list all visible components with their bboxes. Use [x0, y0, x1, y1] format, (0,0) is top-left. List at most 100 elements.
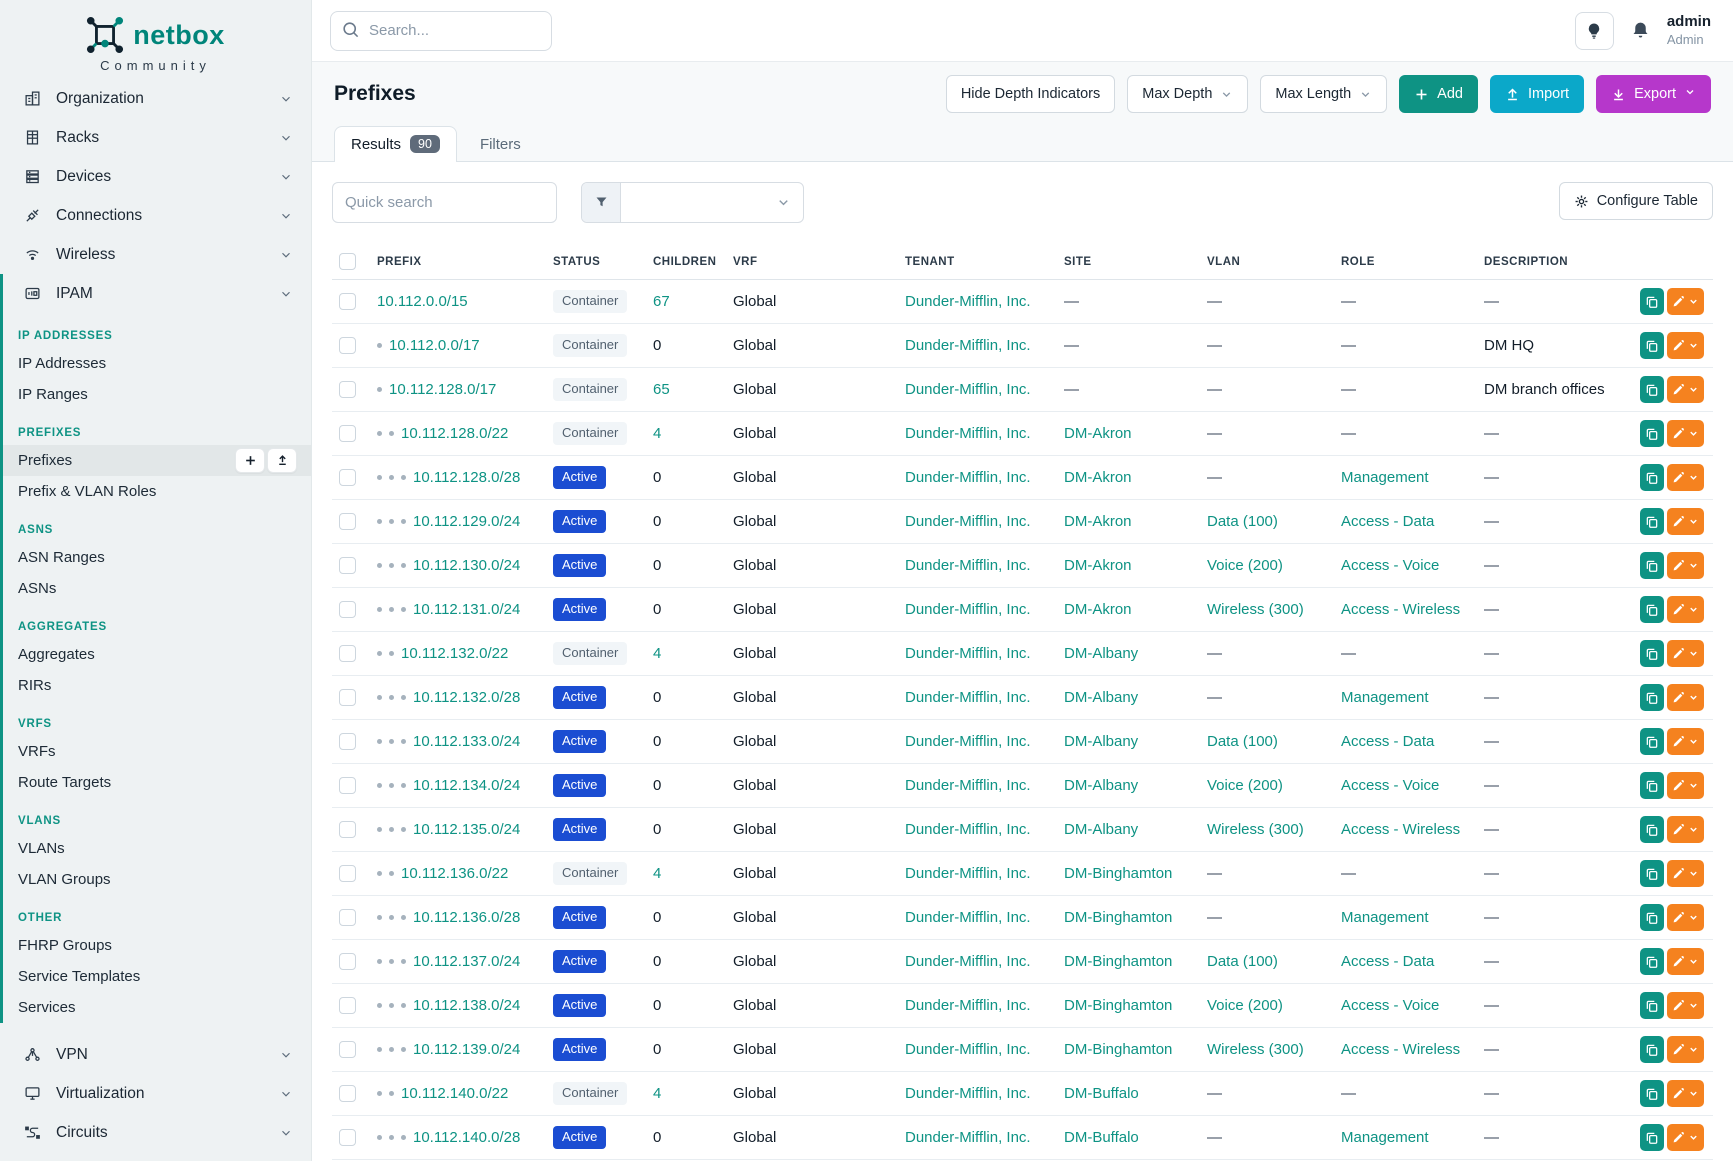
configure-table-button[interactable]: Configure Table: [1559, 182, 1713, 220]
row-checkbox[interactable]: [339, 381, 356, 398]
vlan-link[interactable]: Voice (200): [1207, 777, 1283, 794]
site-link[interactable]: DM-Albany: [1064, 689, 1138, 706]
saved-filter-select[interactable]: [621, 183, 803, 222]
edit-prefix-button[interactable]: [1667, 1036, 1704, 1063]
tenant-link[interactable]: Dunder-Mifflin, Inc.: [905, 337, 1031, 354]
global-search-input[interactable]: [330, 11, 552, 51]
edit-prefix-button[interactable]: [1667, 1124, 1704, 1151]
vlan-link[interactable]: Data (100): [1207, 953, 1278, 970]
prefix-link[interactable]: 10.112.128.0/17: [389, 381, 496, 398]
column-header-prefix[interactable]: PREFIX: [370, 244, 546, 280]
edit-prefix-button[interactable]: [1667, 992, 1704, 1019]
row-checkbox[interactable]: [339, 557, 356, 574]
export-dropdown[interactable]: Export: [1596, 75, 1711, 113]
copy-prefix-button[interactable]: [1640, 1080, 1664, 1107]
theme-toggle-button[interactable]: [1575, 12, 1614, 50]
column-header-vlan[interactable]: VLAN: [1200, 244, 1334, 280]
site-link[interactable]: DM-Akron: [1064, 557, 1132, 574]
sidebar-item-organization[interactable]: Organization: [0, 79, 311, 118]
sidebar-item-connections[interactable]: Connections: [0, 196, 311, 235]
sidebar-item-virtualization[interactable]: Virtualization: [0, 1074, 311, 1113]
row-checkbox[interactable]: [339, 513, 356, 530]
row-checkbox[interactable]: [339, 777, 356, 794]
sidebar-item-ip-ranges[interactable]: IP Ranges: [3, 379, 311, 410]
prefix-link[interactable]: 10.112.132.0/28: [413, 689, 520, 706]
tenant-link[interactable]: Dunder-Mifflin, Inc.: [905, 865, 1031, 882]
prefix-link[interactable]: 10.112.128.0/28: [413, 469, 520, 486]
edit-prefix-button[interactable]: [1667, 288, 1704, 315]
sidebar-item-vrfs[interactable]: VRFs: [3, 736, 311, 767]
row-checkbox[interactable]: [339, 469, 356, 486]
sidebar-item-vpn[interactable]: VPN: [0, 1035, 311, 1074]
column-header-site[interactable]: SITE: [1057, 244, 1200, 280]
tenant-link[interactable]: Dunder-Mifflin, Inc.: [905, 1129, 1031, 1146]
vlan-link[interactable]: Voice (200): [1207, 997, 1283, 1014]
prefix-link[interactable]: 10.112.135.0/24: [413, 821, 520, 838]
select-all-checkbox[interactable]: [339, 253, 356, 270]
sidebar-item-prefix-vlan-roles[interactable]: Prefix & VLAN Roles: [3, 476, 311, 507]
prefix-link[interactable]: 10.112.0.0/15: [377, 293, 468, 310]
sidebar-item-asns[interactable]: ASNs: [3, 573, 311, 604]
column-header-vrf[interactable]: VRF: [726, 244, 898, 280]
user-menu[interactable]: admin Admin: [1667, 13, 1711, 48]
tenant-link[interactable]: Dunder-Mifflin, Inc.: [905, 953, 1031, 970]
row-checkbox[interactable]: [339, 425, 356, 442]
copy-prefix-button[interactable]: [1640, 904, 1664, 931]
sidebar-item-devices[interactable]: Devices: [0, 157, 311, 196]
add-button[interactable]: Add: [1399, 75, 1478, 113]
copy-prefix-button[interactable]: [1640, 596, 1664, 623]
copy-prefix-button[interactable]: [1640, 948, 1664, 975]
role-link[interactable]: Access - Voice: [1341, 557, 1439, 574]
row-checkbox[interactable]: [339, 953, 356, 970]
copy-prefix-button[interactable]: [1640, 772, 1664, 799]
tenant-link[interactable]: Dunder-Mifflin, Inc.: [905, 293, 1031, 310]
edit-prefix-button[interactable]: [1667, 728, 1704, 755]
children-link[interactable]: 67: [653, 293, 670, 310]
role-link[interactable]: Access - Data: [1341, 733, 1434, 750]
row-checkbox[interactable]: [339, 293, 356, 310]
edit-prefix-button[interactable]: [1667, 552, 1704, 579]
prefix-link[interactable]: 10.112.139.0/24: [413, 1041, 520, 1058]
edit-prefix-button[interactable]: [1667, 464, 1704, 491]
site-link[interactable]: DM-Albany: [1064, 645, 1138, 662]
copy-prefix-button[interactable]: [1640, 552, 1664, 579]
vlan-link[interactable]: Data (100): [1207, 513, 1278, 530]
role-link[interactable]: Management: [1341, 1129, 1429, 1146]
row-checkbox[interactable]: [339, 645, 356, 662]
row-checkbox[interactable]: [339, 689, 356, 706]
row-checkbox[interactable]: [339, 601, 356, 618]
sidebar-item-asn-ranges[interactable]: ASN Ranges: [3, 542, 311, 573]
children-link[interactable]: 65: [653, 381, 670, 398]
copy-prefix-button[interactable]: [1640, 728, 1664, 755]
row-checkbox[interactable]: [339, 1129, 356, 1146]
tenant-link[interactable]: Dunder-Mifflin, Inc.: [905, 513, 1031, 530]
column-header-description[interactable]: DESCRIPTION: [1477, 244, 1633, 280]
copy-prefix-button[interactable]: [1640, 860, 1664, 887]
tenant-link[interactable]: Dunder-Mifflin, Inc.: [905, 645, 1031, 662]
quick-search-input[interactable]: [332, 182, 557, 223]
prefix-link[interactable]: 10.112.136.0/28: [413, 909, 520, 926]
copy-prefix-button[interactable]: [1640, 288, 1664, 315]
tenant-link[interactable]: Dunder-Mifflin, Inc.: [905, 1041, 1031, 1058]
tenant-link[interactable]: Dunder-Mifflin, Inc.: [905, 821, 1031, 838]
site-link[interactable]: DM-Albany: [1064, 733, 1138, 750]
copy-prefix-button[interactable]: [1640, 816, 1664, 843]
role-link[interactable]: Access - Voice: [1341, 777, 1439, 794]
prefix-link[interactable]: 10.112.136.0/22: [401, 865, 508, 882]
copy-prefix-button[interactable]: [1640, 464, 1664, 491]
sidebar-item-route-targets[interactable]: Route Targets: [3, 767, 311, 798]
column-header-children[interactable]: CHILDREN: [646, 244, 726, 280]
row-checkbox[interactable]: [339, 1041, 356, 1058]
vlan-link[interactable]: Wireless (300): [1207, 1041, 1304, 1058]
site-link[interactable]: DM-Albany: [1064, 777, 1138, 794]
tab-filters[interactable]: Filters: [463, 126, 538, 162]
vlan-link[interactable]: Wireless (300): [1207, 821, 1304, 838]
edit-prefix-button[interactable]: [1667, 772, 1704, 799]
tab-results[interactable]: Results 90: [334, 126, 457, 162]
site-link[interactable]: DM-Binghamton: [1064, 997, 1172, 1014]
copy-prefix-button[interactable]: [1640, 992, 1664, 1019]
site-link[interactable]: DM-Albany: [1064, 821, 1138, 838]
edit-prefix-button[interactable]: [1667, 332, 1704, 359]
sidebar-item-racks[interactable]: Racks: [0, 118, 311, 157]
column-header-status[interactable]: STATUS: [546, 244, 646, 280]
